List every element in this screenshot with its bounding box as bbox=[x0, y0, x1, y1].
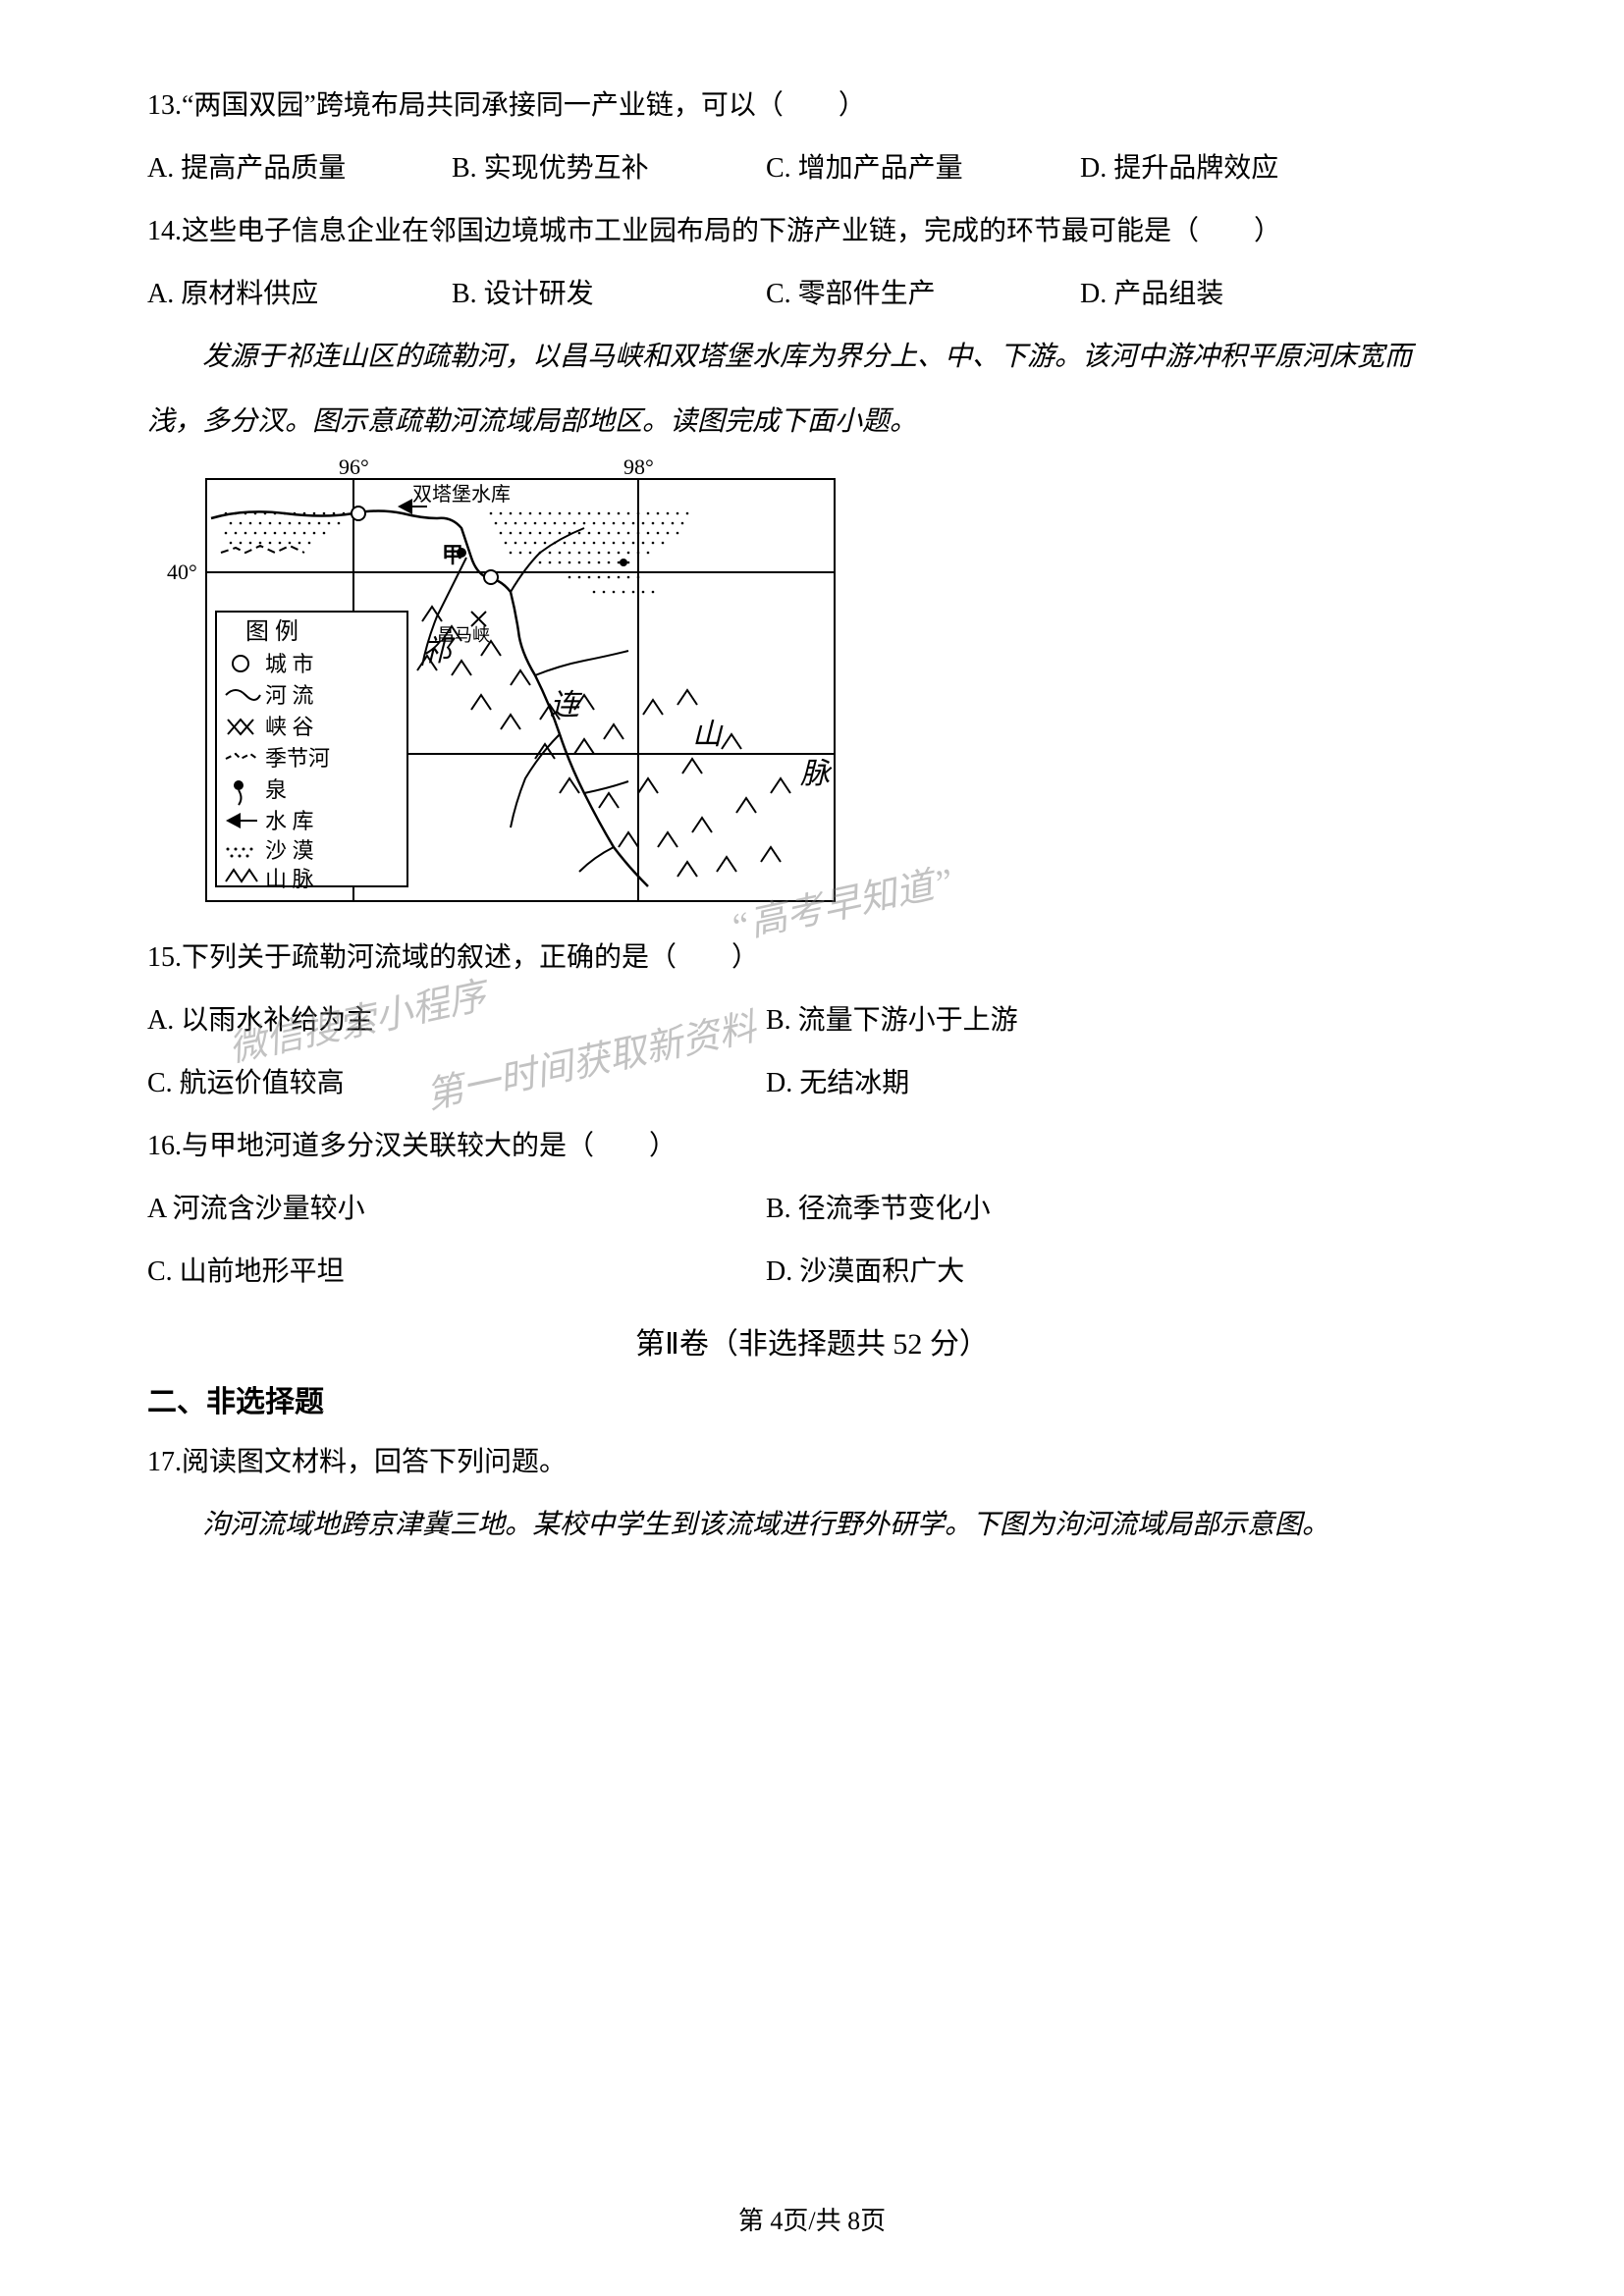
q16-option-d: D. 沙漠面积广大 bbox=[766, 1245, 1477, 1300]
q16-options-row1: A 河流含沙量较小 B. 径流季节变化小 bbox=[147, 1182, 1477, 1237]
qi-label: 祁 bbox=[422, 635, 456, 667]
exam-page: 13.“两国双园”跨境布局共同承接同一产业链，可以（ ） A. 提高产品质量 B… bbox=[0, 0, 1624, 2296]
q14-options: A. 原材料供应 B. 设计研发 C. 零部件生产 D. 产品组装 bbox=[147, 267, 1477, 322]
q14-text: 这些电子信息企业在邻国边境城市工业园布局的下游产业链，完成的环节最可能是（ ） bbox=[182, 216, 1281, 246]
q15-stem: 15.下列关于疏勒河流域的叙述，正确的是（ ） bbox=[147, 931, 1477, 986]
legend-desert-label: 沙 漠 bbox=[265, 838, 314, 863]
map-figure: 96° 98° 40° 39° 图 例 城 市 河 流 峡 谷 季节河 bbox=[147, 459, 1477, 916]
lat-label-40: 40° bbox=[167, 560, 197, 584]
q13-option-d: D. 提升品牌效应 bbox=[1080, 141, 1477, 196]
q16-option-b: B. 径流季节变化小 bbox=[766, 1182, 1477, 1237]
lon-label-96: 96° bbox=[339, 459, 369, 479]
q14-stem: 14.这些电子信息企业在邻国边境城市工业园布局的下游产业链，完成的环节最可能是（… bbox=[147, 204, 1477, 259]
q16-option-c: C. 山前地形平坦 bbox=[147, 1245, 766, 1300]
legend-city-icon bbox=[233, 656, 248, 671]
q15-option-a: A. 以雨水补给为主 bbox=[147, 993, 766, 1048]
q14-option-c: C. 零部件生产 bbox=[766, 267, 1080, 322]
legend-reservoir-label: 水 库 bbox=[265, 809, 314, 833]
q15-option-c: C. 航运价值较高 bbox=[147, 1056, 766, 1111]
q16-number: 16. bbox=[147, 1131, 182, 1161]
q13-text: “两国双园”跨境布局共同承接同一产业链，可以（ ） bbox=[182, 90, 866, 121]
q13-stem: 13.“两国双园”跨境布局共同承接同一产业链，可以（ ） bbox=[147, 79, 1477, 133]
q14-option-a: A. 原材料供应 bbox=[147, 267, 452, 322]
legend-spring-icon bbox=[234, 780, 244, 790]
q16-text: 与甲地河道多分汊关联较大的是（ ） bbox=[182, 1131, 677, 1161]
legend-title: 图 例 bbox=[245, 618, 298, 645]
q13-option-b: B. 实现优势互补 bbox=[452, 141, 766, 196]
q16-stem: 16.与甲地河道多分汊关联较大的是（ ） bbox=[147, 1119, 1477, 1174]
legend-seasonal-label: 季节河 bbox=[265, 746, 330, 771]
legend-spring-label: 泉 bbox=[265, 777, 287, 802]
q15-option-d: D. 无结冰期 bbox=[766, 1056, 1477, 1111]
q16-option-a: A 河流含沙量较小 bbox=[147, 1182, 766, 1237]
q13-option-a: A. 提高产品质量 bbox=[147, 141, 452, 196]
map-svg: 96° 98° 40° 39° 图 例 城 市 河 流 峡 谷 季节河 bbox=[147, 459, 854, 911]
q17-passage: 泃河流域地跨京津冀三地。某校中学生到该流域进行野外研学。下图为泃河流域局部示意图… bbox=[147, 1498, 1477, 1553]
city-2 bbox=[484, 570, 498, 584]
reservoir-label: 双塔堡水库 bbox=[412, 483, 511, 506]
q17-number: 17. bbox=[147, 1447, 182, 1477]
section2-title: 第Ⅱ卷（非选择题共 52 分） bbox=[147, 1319, 1477, 1362]
section2-subtitle: 二、非选择题 bbox=[147, 1377, 1477, 1420]
q14-option-b: B. 设计研发 bbox=[452, 267, 766, 322]
spring-marker bbox=[620, 559, 627, 566]
q15-options-row2: C. 航运价值较高 D. 无结冰期 bbox=[147, 1056, 1477, 1111]
q17-text: 阅读图文材料，回答下列问题。 bbox=[182, 1447, 567, 1477]
legend-city-label: 城 市 bbox=[265, 652, 314, 676]
q13-number: 13. bbox=[147, 90, 182, 121]
lian-label: 连 bbox=[550, 689, 583, 721]
passage1-line1: 发源于祁连山区的疏勒河，以昌马峡和双塔堡水库为界分上、中、下游。该河中游冲积平原… bbox=[147, 330, 1477, 385]
legend-mountain-label: 山 脉 bbox=[265, 867, 314, 891]
lon-label-98: 98° bbox=[623, 459, 654, 479]
q14-option-d: D. 产品组装 bbox=[1080, 267, 1477, 322]
q15-option-b: B. 流量下游小于上游 bbox=[766, 993, 1477, 1048]
passage1-line2: 浅，多分汊。图示意疏勒河流域局部地区。读图完成下面小题。 bbox=[147, 395, 1477, 450]
q15-text: 下列关于疏勒河流域的叙述，正确的是（ ） bbox=[182, 942, 759, 973]
q15-options-row1: A. 以雨水补给为主 B. 流量下游小于上游 bbox=[147, 993, 1477, 1048]
legend-river-label: 河 流 bbox=[265, 683, 314, 708]
q13-option-c: C. 增加产品产量 bbox=[766, 141, 1080, 196]
legend-gorge-label: 峡 谷 bbox=[265, 715, 314, 739]
mai-label: 脉 bbox=[800, 758, 833, 790]
q17-stem: 17.阅读图文材料，回答下列问题。 bbox=[147, 1435, 1477, 1490]
q15-number: 15. bbox=[147, 942, 182, 973]
page-footer: 第 4页/共 8页 bbox=[0, 2201, 1624, 2237]
jia-label: 甲 bbox=[442, 543, 463, 567]
q13-options: A. 提高产品质量 B. 实现优势互补 C. 增加产品产量 D. 提升品牌效应 bbox=[147, 141, 1477, 196]
q14-number: 14. bbox=[147, 216, 182, 246]
shan-label: 山 bbox=[692, 719, 724, 751]
q16-options-row2: C. 山前地形平坦 D. 沙漠面积广大 bbox=[147, 1245, 1477, 1300]
city-1 bbox=[352, 507, 365, 520]
